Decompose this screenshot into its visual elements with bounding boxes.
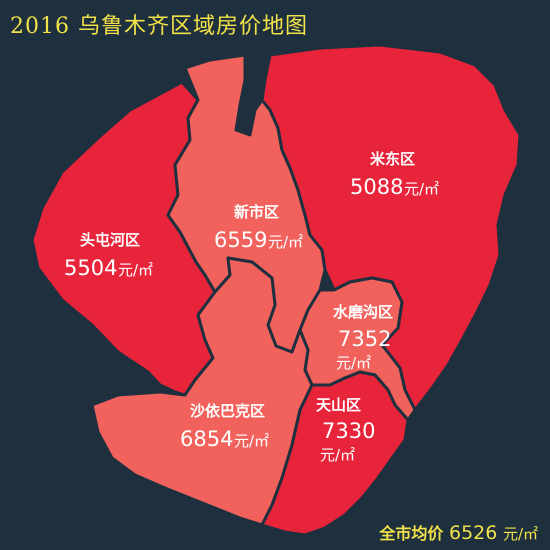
district-unit: 元/㎡ xyxy=(336,354,371,372)
district-unit: 元/㎡ xyxy=(234,432,269,450)
district-name: 沙依巴克区 xyxy=(190,402,265,420)
label-tianshan: 天山区 7330 元/㎡ xyxy=(316,396,375,464)
district-name: 米东区 xyxy=(370,150,415,168)
district-price: 5504 xyxy=(64,256,117,280)
city-average-label: 全市均价 xyxy=(379,524,444,543)
district-price: 7352 xyxy=(338,327,391,351)
district-name: 水磨沟区 xyxy=(333,303,393,321)
label-xinshi: 新市区 6559 元/㎡ xyxy=(214,203,303,252)
city-average: 全市均价 6526 元/㎡ xyxy=(379,520,538,544)
map-title: 2016 乌鲁木齐区域房价地图 xyxy=(10,14,308,39)
district-name: 天山区 xyxy=(316,396,361,414)
city-average-unit: 元/㎡ xyxy=(502,525,538,543)
district-unit: 元/㎡ xyxy=(320,446,355,464)
district-unit: 元/㎡ xyxy=(404,180,439,198)
label-toutunhe: 头屯河区 5504 元/㎡ xyxy=(64,231,153,280)
label-midong: 米东区 5088 元/㎡ xyxy=(350,150,439,199)
district-name: 头屯河区 xyxy=(80,231,140,249)
district-price: 7330 xyxy=(322,419,375,443)
district-unit: 元/㎡ xyxy=(268,233,303,251)
district-tianshan[interactable] xyxy=(260,370,410,537)
label-shuimogou: 水磨沟区 7352 元/㎡ xyxy=(333,303,393,372)
district-price: 6854 xyxy=(180,427,233,451)
district-unit: 元/㎡ xyxy=(118,261,153,279)
district-price: 5088 xyxy=(350,175,403,199)
district-price: 6559 xyxy=(214,228,267,252)
city-average-price: 6526 xyxy=(449,522,498,544)
label-shayibake: 沙依巴克区 6854 元/㎡ xyxy=(180,402,269,451)
district-name: 新市区 xyxy=(234,203,279,221)
